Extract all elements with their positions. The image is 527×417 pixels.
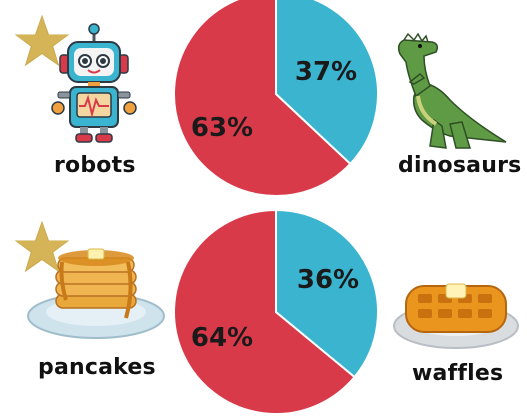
- pie-slice-waffles: [275, 208, 379, 379]
- dinosaur-icon: [397, 32, 507, 149]
- star-icon: [5, 211, 79, 280]
- pie-label-pancakes: 64%: [191, 323, 253, 353]
- label-robots: robots: [54, 153, 136, 178]
- label-pancakes: pancakes: [38, 355, 156, 380]
- pie-slice-robots: [172, 0, 352, 197]
- label-waffles: waffles: [412, 361, 504, 386]
- pie-charts: 63% 37% 64% 36%: [172, 0, 379, 415]
- label-dinosaurs: dinosaurs: [398, 153, 522, 178]
- pie-label-dinosaurs: 37%: [295, 57, 357, 87]
- pie-label-robots: 63%: [191, 113, 253, 143]
- waffles-icon: [393, 283, 519, 349]
- robot-icon: [51, 23, 137, 143]
- pie-slice-pancakes: [173, 208, 356, 415]
- pie-label-waffles: 36%: [297, 265, 359, 295]
- pancakes-icon: [27, 248, 165, 339]
- star-icon: [5, 5, 79, 74]
- pie-slice-dinosaurs: [275, 0, 379, 166]
